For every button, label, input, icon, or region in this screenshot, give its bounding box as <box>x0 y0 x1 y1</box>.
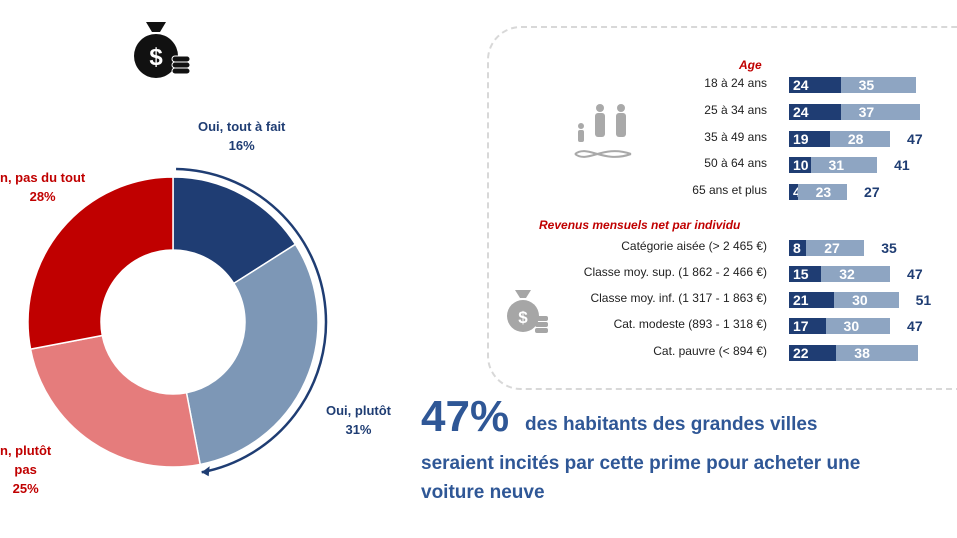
bar-segment-1: 10 <box>789 157 811 173</box>
bar-total: 41 <box>894 157 910 173</box>
bar-segment-1: 19 <box>789 131 830 147</box>
bar-segment-2: 27 <box>806 240 865 256</box>
bar-segment-2: 23 <box>797 184 848 200</box>
bar-total: 35 <box>881 240 897 256</box>
donut-label-text: Oui, plutôt <box>326 403 391 418</box>
bar-segment-1: 24 <box>789 77 841 93</box>
bar-segment-2: 28 <box>829 131 891 147</box>
bar-segment-1: 21 <box>789 292 835 308</box>
donut-label-value: 31% <box>345 422 372 437</box>
bar-total: 47 <box>907 131 923 147</box>
headline-line2: seraient incités par cette prime pour ac… <box>421 453 861 474</box>
bar-label: Cat. pauvre (< 894 €) <box>653 344 767 358</box>
bar-total: 27 <box>864 184 880 200</box>
headline-percent: 47% <box>421 392 510 441</box>
bar-label: Classe moy. inf. (1 317 - 1 863 €) <box>590 291 767 305</box>
bar-label: 35 à 49 ans <box>704 130 767 144</box>
bar-total: 47 <box>907 318 923 334</box>
money-bag-icon: $ <box>134 22 191 78</box>
bar-segment-2: 31 <box>810 157 878 173</box>
section-title-age: Age <box>739 58 762 72</box>
bar-segment-1: 8 <box>789 240 807 256</box>
oui-bracket-arc <box>176 167 328 474</box>
breakdown-panel <box>487 26 957 390</box>
money-bag-gray-icon: $ <box>507 290 548 333</box>
bar-label: 50 à 64 ans <box>704 156 767 170</box>
bar-segment-2: 30 <box>834 292 899 308</box>
bar-label: 18 à 24 ans <box>704 76 767 90</box>
bar-segment-2: 32 <box>821 266 891 282</box>
bar-label: 25 à 34 ans <box>704 103 767 117</box>
donut-label-value: 16% <box>228 138 255 153</box>
svg-text:$: $ <box>518 308 528 327</box>
bar-label: Classe moy. sup. (1 862 - 2 466 €) <box>583 265 767 279</box>
bar-segment-1: 22 <box>789 345 837 361</box>
svg-text:$: $ <box>149 44 163 71</box>
bar-label: Cat. modeste (893 - 1 318 €) <box>613 317 767 331</box>
family-dna-icon <box>574 104 632 158</box>
donut-label-value: 28% <box>29 189 56 204</box>
donut-label-oui-plutot: Oui, plutôt 31% <box>326 401 391 439</box>
bar-segment-2: 30 <box>825 318 891 334</box>
section-title-revenus: Revenus mensuels net par individu <box>539 218 741 232</box>
donut-label-text2: pas <box>14 462 37 477</box>
bar-segment-1: 15 <box>789 266 822 282</box>
donut-label-non-plutot-pas: n, plutôt pas 25% <box>0 441 51 498</box>
headline-line1: des habitants des grandes villes <box>525 414 818 435</box>
donut-label-oui-tout-a-fait: Oui, tout à fait 16% <box>198 117 285 155</box>
donut-slice-4 <box>27 176 174 351</box>
donut-label-value: 25% <box>12 481 39 496</box>
bar-segment-1: 4 <box>789 184 798 200</box>
oui-bracket-arrow-icon <box>201 466 210 477</box>
bar-label: 65 ans et plus <box>692 183 767 197</box>
bar-segment-2: 35 <box>840 77 916 93</box>
bar-segment-1: 17 <box>789 318 826 334</box>
bar-segment-1: 24 <box>789 104 841 120</box>
bar-total: 51 <box>915 292 932 308</box>
donut-label-non-pas-du-tout: n, pas du tout 28% <box>0 168 85 206</box>
bar-segment-2: 37 <box>840 104 921 120</box>
bar-segment-2: 38 <box>836 345 918 361</box>
donut-label-text: n, pas du tout <box>0 170 86 185</box>
bar-label: Catégorie aisée (> 2 465 €) <box>621 239 767 253</box>
donut-slice-3 <box>29 334 202 468</box>
headline-line3: voiture neuve <box>421 482 545 503</box>
donut-label-text: Oui, tout à fait <box>198 119 286 134</box>
bar-total: 47 <box>907 266 923 282</box>
donut-slice-2 <box>185 243 319 466</box>
donut-label-text: n, plutôt <box>0 443 52 458</box>
